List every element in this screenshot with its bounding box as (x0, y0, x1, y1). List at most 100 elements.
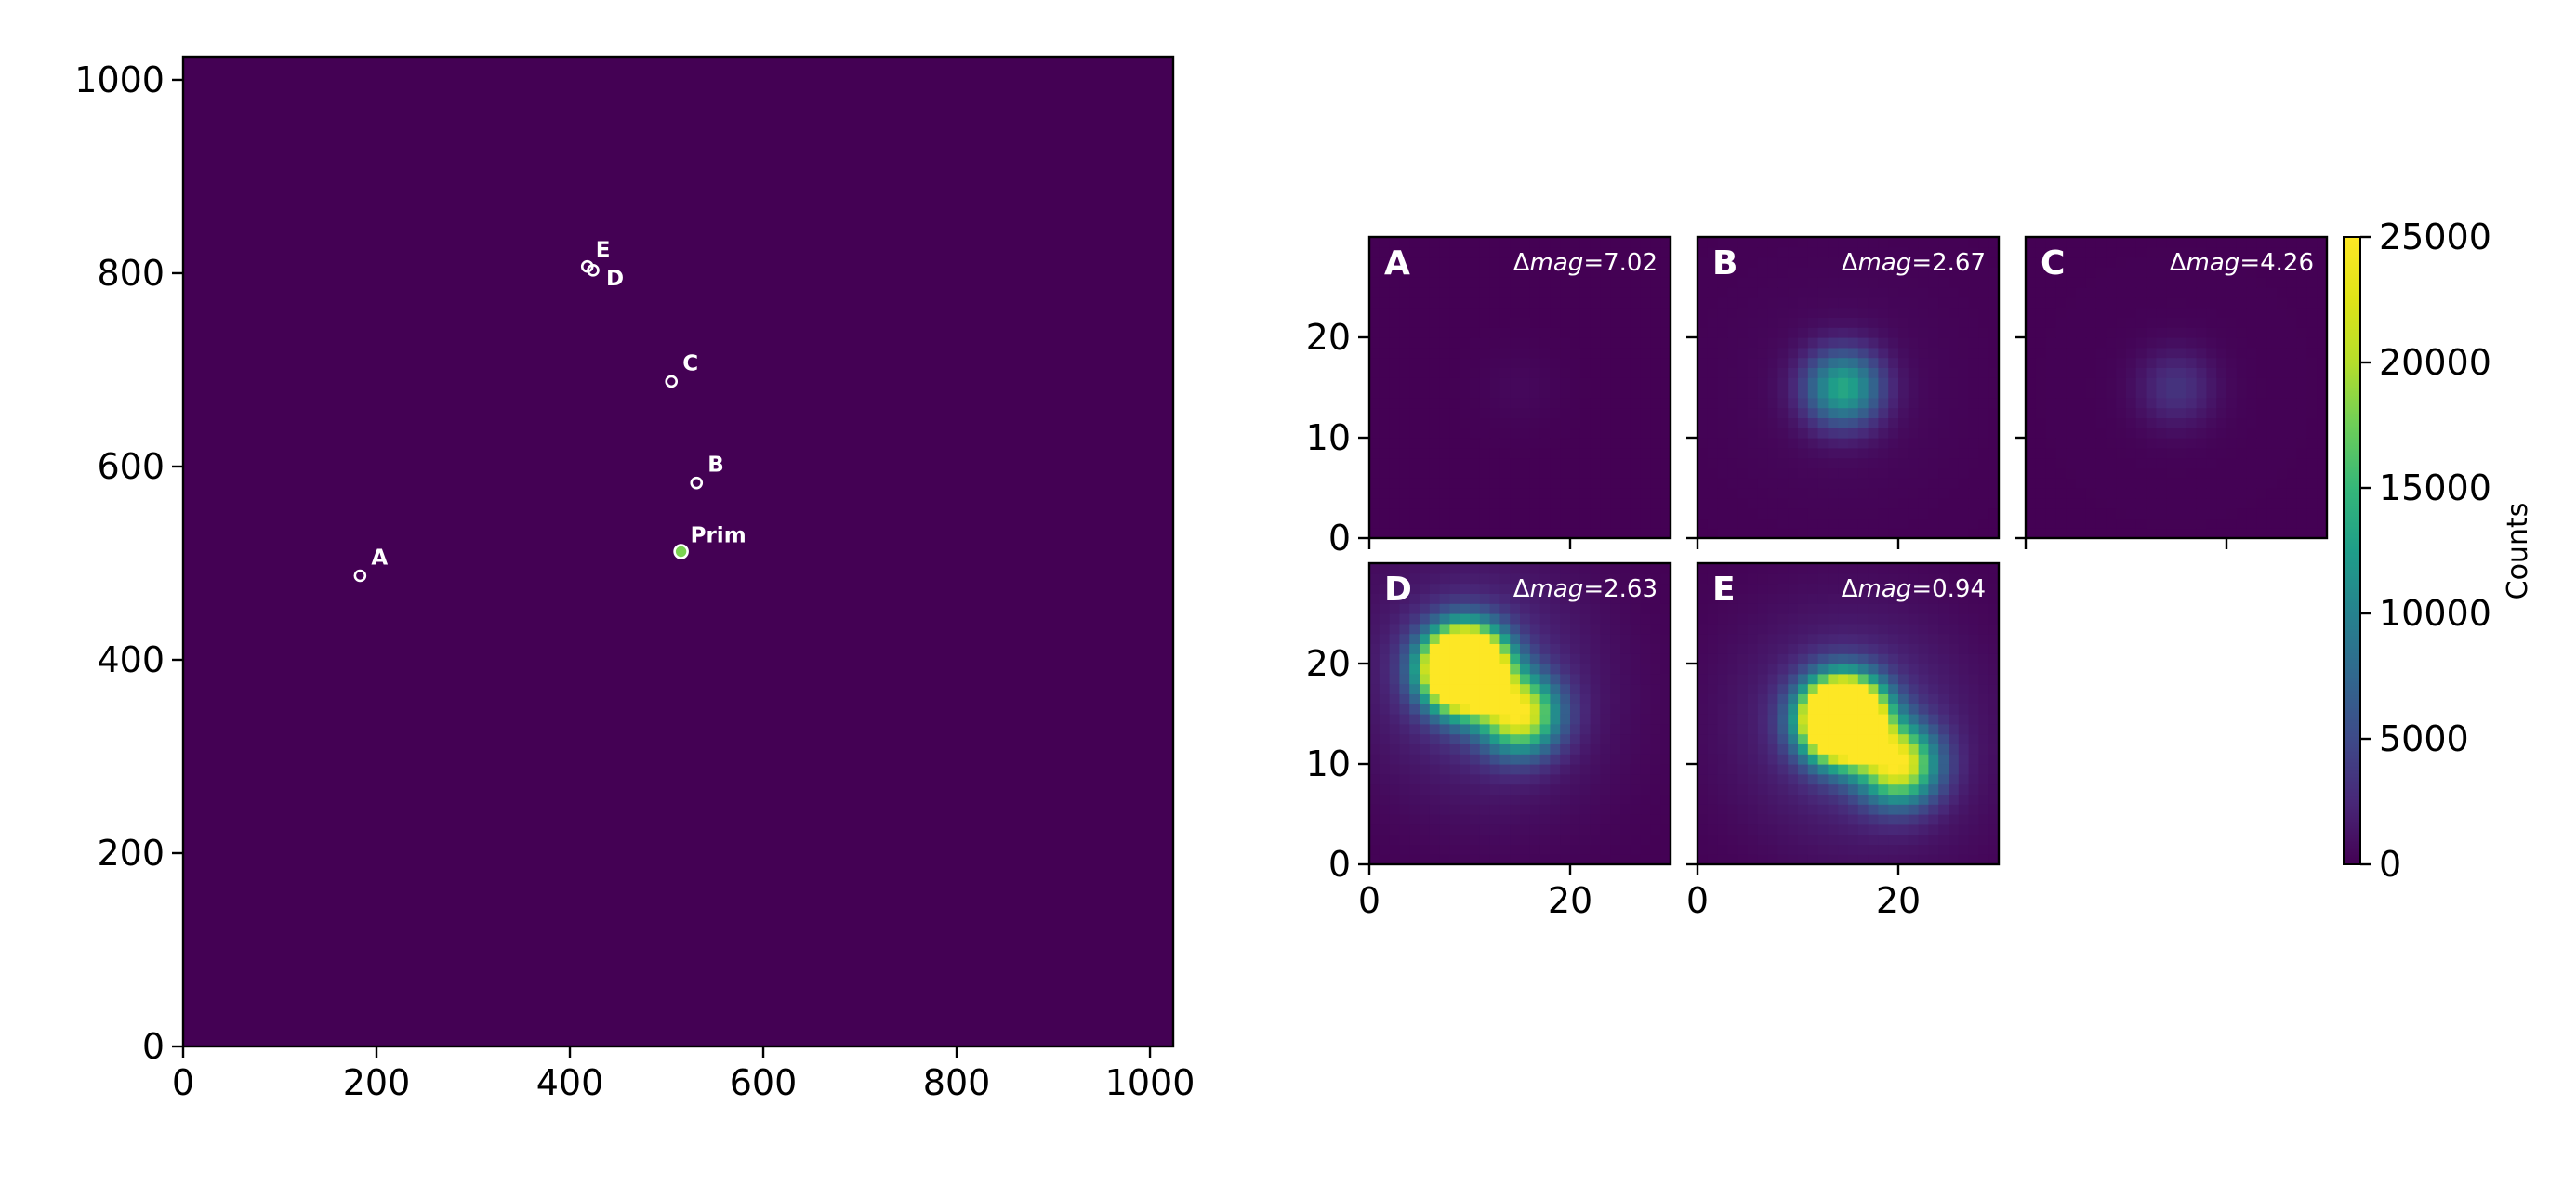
cutout-pixel (1727, 518, 1738, 529)
cutout-pixel (1620, 794, 1631, 805)
cutout-pixel (2176, 507, 2187, 519)
cutout-pixel (2226, 317, 2238, 328)
cutout-pixel (1798, 643, 1809, 654)
cutout-pixel (1499, 367, 1511, 378)
cutout-pixel (1579, 854, 1592, 865)
cutout-pixel (2277, 428, 2288, 439)
cutout-pixel (1857, 773, 1869, 785)
cutout-pixel (2296, 337, 2307, 349)
cutout-pixel (1620, 397, 1631, 409)
cutout-pixel (1868, 347, 1879, 359)
cutout-pixel (1550, 267, 1561, 278)
cutout-pixel (1590, 804, 1601, 815)
cutout-pixel (1757, 823, 1769, 835)
cutout-pixel (2106, 518, 2117, 529)
cutout-pixel (1807, 623, 1819, 635)
cutout-pixel (1379, 407, 1391, 418)
cutout-pixel (1717, 388, 1728, 399)
cutout-pixel (2135, 507, 2147, 519)
cutout-pixel (1817, 783, 1829, 795)
cutout-pixel (2076, 327, 2087, 338)
cutout-pixel (1379, 388, 1391, 399)
cutout-pixel (1878, 528, 1889, 539)
cutout-pixel (2277, 327, 2288, 338)
cutout-pixel (2146, 528, 2157, 539)
cutout-pixel (1429, 814, 1441, 825)
cutout-pixel (1369, 287, 1380, 298)
cutout-pixel (1560, 457, 1571, 468)
cutout-pixel (1610, 693, 1621, 704)
cutout-pixel (1807, 377, 1819, 388)
y-tick-label: 20 (1306, 317, 1351, 358)
cutout-pixel (1529, 488, 1541, 499)
cutout-pixel (1918, 572, 1929, 585)
cutout-pixel (1737, 704, 1749, 715)
cutout-pixel (1369, 257, 1380, 268)
cutout-pixel (2246, 327, 2257, 338)
cutout-pixel (2226, 367, 2238, 378)
cutout-pixel (1788, 407, 1799, 418)
cutout-pixel (2266, 347, 2278, 359)
cutout-pixel (1579, 407, 1592, 418)
cutout-pixel (1420, 673, 1431, 685)
cutout-pixel (1908, 528, 1920, 539)
cutout-pixel (1640, 764, 1651, 775)
cutout-pixel (1570, 467, 1581, 479)
cutout-pixel (1529, 518, 1541, 529)
cutout-panel-b: B Δmag=2.67 (1686, 235, 2001, 549)
cutout-pixel (1767, 633, 1778, 644)
cutout-pixel (2246, 257, 2257, 268)
cutout-pixel (1630, 467, 1642, 479)
cutout-pixel (1717, 693, 1728, 704)
cutout-pixel (2317, 488, 2328, 499)
cutout-pixel (2246, 337, 2257, 349)
cutout-pixel (1918, 754, 1929, 765)
cutout-pixel (1757, 704, 1769, 715)
cutout-pixel (1857, 277, 1869, 288)
cutout-pixel (1489, 528, 1500, 539)
cutout-pixel (1479, 704, 1491, 715)
cutout-pixel (2106, 267, 2117, 278)
cutout-pixel (2106, 407, 2117, 418)
cutout-pixel (1570, 246, 1581, 258)
cutout-pixel (1420, 488, 1431, 499)
cutout-pixel (1717, 267, 1728, 278)
cutout-pixel (1570, 693, 1581, 704)
cutout-pixel (1389, 497, 1400, 509)
cutout-pixel (1479, 296, 1491, 309)
cutout-pixel (1748, 633, 1759, 644)
cutout-pixel (1857, 287, 1869, 298)
cutout-pixel (1767, 773, 1778, 785)
cutout-pixel (1748, 794, 1759, 805)
cutout-pixel (2085, 377, 2097, 388)
cutout-pixel (1409, 407, 1420, 418)
cutout-pixel (1707, 593, 1719, 604)
cutout-pixel (1958, 633, 1970, 644)
cutout-pixel (1510, 367, 1521, 378)
cutout-pixel (1650, 407, 1661, 418)
cutout-pixel (1757, 428, 1769, 439)
cutout-pixel (1570, 267, 1581, 278)
cutout-pixel (2035, 397, 2047, 409)
source-marker (690, 476, 704, 490)
cutout-pixel (1510, 457, 1521, 468)
cutout-pixel (2085, 518, 2097, 529)
cutout-pixel (1717, 307, 1728, 318)
cutout-pixel (1868, 673, 1879, 685)
cutout-pixel (1767, 814, 1778, 825)
cutout-pixel (2055, 488, 2067, 499)
cutout-pixel (1429, 854, 1441, 865)
cutout-pixel (2055, 287, 2067, 298)
cutout-pixel (1707, 633, 1719, 644)
cutout-pixel (1848, 603, 1859, 614)
cutout-pixel (1878, 307, 1889, 318)
cutout-pixel (2066, 347, 2077, 359)
cutout-pixel (1698, 834, 1709, 845)
cutout-pixel (1817, 683, 1829, 694)
cutout-pixel (1579, 438, 1592, 449)
cutout-pixel (1660, 773, 1671, 785)
cutout-pixel (1470, 497, 1481, 509)
cutout-pixel (1560, 673, 1571, 685)
cutout-pixel (1807, 388, 1819, 399)
cutout-pixel (1409, 488, 1420, 499)
